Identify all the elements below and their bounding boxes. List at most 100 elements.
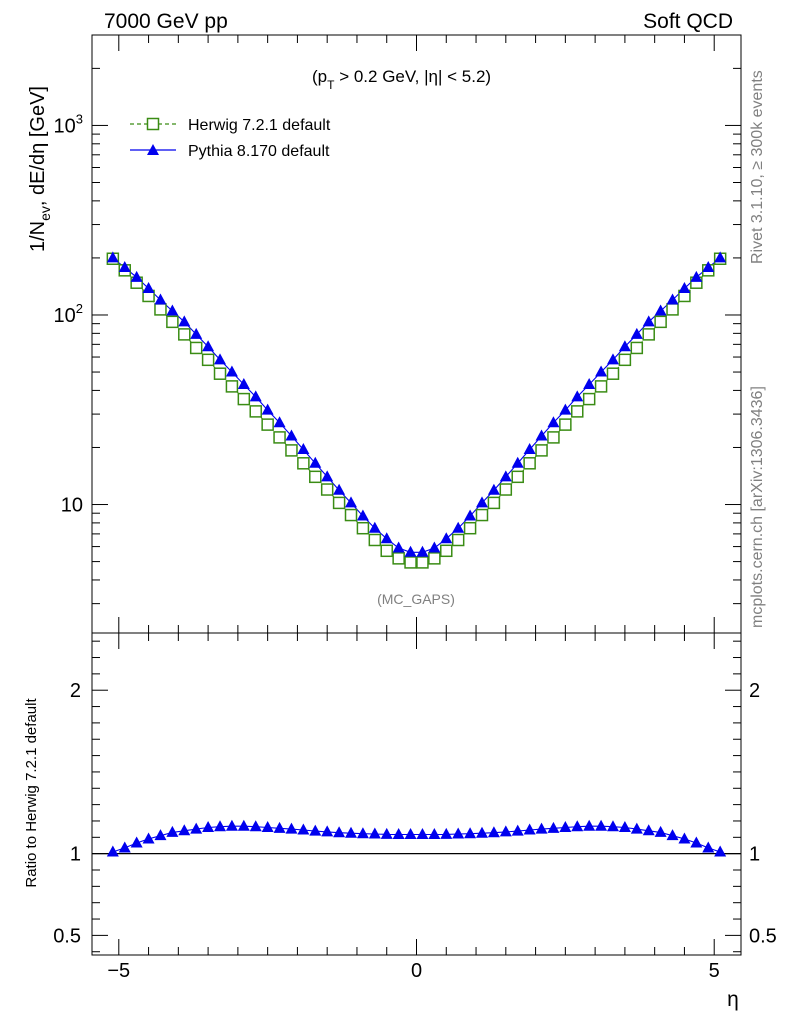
pythia-point — [166, 304, 179, 316]
cut-label: (pT > 0.2 GeV, |η| < 5.2) — [312, 67, 491, 92]
tick-labels-layer: −5 0 5 10 102 103 0.5 0.5 1 1 2 2 — [53, 111, 777, 982]
herwig-point — [451, 533, 465, 547]
herwig-line — [112, 258, 721, 563]
ratio-pythia-point — [261, 821, 274, 833]
y-tick-label: 103 — [54, 111, 83, 137]
ratio-pythia-point — [202, 821, 215, 833]
ratio-pythia-line — [112, 825, 721, 853]
ratio-pythia-point — [690, 836, 703, 848]
pythia-point — [416, 545, 429, 557]
ratio-pythia-point — [475, 826, 488, 838]
pythia-point — [368, 521, 381, 533]
pythia-point — [249, 390, 262, 402]
herwig-point — [344, 508, 358, 522]
pythia-point — [190, 327, 203, 339]
pythia-point — [642, 315, 655, 327]
ratio-y-tick-label: 0.5 — [53, 925, 81, 947]
herwig-point — [332, 496, 346, 510]
ratio-pythia-point — [559, 821, 572, 833]
pythia-point — [297, 443, 310, 455]
pythia-point — [309, 456, 322, 468]
pythia-point — [666, 293, 679, 305]
ratio-pythia-point — [309, 824, 322, 836]
pythia-point — [428, 541, 441, 553]
herwig-point — [630, 341, 644, 355]
ratio-pythia-point — [428, 828, 441, 840]
ratio-pythia-point — [440, 827, 453, 839]
pythia-point — [178, 315, 191, 327]
herwig-point — [189, 341, 203, 355]
pythia-point — [559, 403, 572, 415]
ratio-axis-ticks — [92, 633, 741, 955]
herwig-point — [273, 431, 286, 444]
ratio-pythia-point — [225, 819, 238, 831]
ratio-series-layer — [106, 819, 727, 857]
pythia-point — [606, 353, 619, 365]
ratio-pythia-point — [571, 820, 584, 832]
herwig-point — [225, 380, 239, 393]
herwig-point — [285, 444, 298, 457]
ratio-pythia-point — [214, 820, 227, 832]
herwig-point — [475, 508, 489, 522]
pythia-point — [214, 353, 227, 365]
pythia-point — [273, 416, 286, 428]
ratio-pythia-point — [535, 822, 548, 834]
herwig-point — [261, 418, 274, 431]
pythia-point — [523, 443, 536, 455]
ratio-y-axis-label: Ratio to Herwig 7.2.1 default — [23, 698, 40, 888]
analysis-watermark: (MC_GAPS) — [377, 591, 455, 607]
pythia-point — [583, 377, 596, 389]
ratio-pythia-point — [487, 826, 500, 838]
pythia-point — [154, 293, 167, 305]
ratio-pythia-point — [273, 821, 286, 833]
herwig-point — [547, 431, 560, 444]
pythia-point — [285, 429, 298, 441]
ratio-pythia-point — [678, 832, 691, 844]
herwig-point — [654, 315, 667, 329]
pythia-point — [690, 270, 703, 282]
pythia-point — [130, 270, 143, 282]
ratio-pythia-point — [583, 819, 596, 831]
herwig-point — [297, 457, 310, 470]
main-y-axis-label: 1/Nev, dE/dη [GeV] — [27, 86, 53, 252]
pythia-point — [499, 470, 512, 482]
ratio-pythia-point — [237, 819, 250, 831]
pythia-point — [630, 327, 643, 339]
legend-herwig-marker — [146, 117, 160, 131]
main-axis-ticks — [92, 34, 741, 633]
herwig-point — [166, 315, 179, 329]
pythia-point — [440, 532, 453, 544]
herwig-point — [237, 392, 251, 406]
herwig-point — [404, 556, 417, 569]
pythia-line — [112, 257, 721, 553]
ratio-pythia-point — [452, 827, 465, 839]
ratio-pythia-point — [595, 819, 608, 831]
mcplots-label: mcplots.cern.ch [arXiv:1306.3436] — [749, 386, 766, 628]
herwig-point — [559, 418, 572, 431]
beam-label: 7000 GeV pp — [104, 10, 228, 33]
pythia-point — [202, 340, 215, 352]
ratio-pythia-point — [142, 832, 155, 844]
ratio-pythia-point — [547, 821, 560, 833]
pythia-point — [404, 545, 417, 557]
herwig-point — [249, 405, 262, 418]
ratio-pythia-point — [130, 836, 143, 848]
ratio-pythia-point — [106, 845, 119, 857]
pythia-point — [380, 532, 393, 544]
herwig-point — [320, 483, 334, 496]
legend: Herwig 7.2.1 default Pythia 8.170 defaul… — [130, 117, 331, 160]
ratio-pythia-point — [321, 825, 334, 837]
ratio-pythia-point — [333, 826, 346, 838]
ratio-y-tick-label: 1 — [70, 844, 81, 866]
ratio-pythia-point — [190, 822, 203, 834]
pythia-point — [225, 365, 238, 377]
herwig-point — [535, 444, 548, 457]
herwig-point — [178, 328, 191, 341]
ratio-pythia-point — [523, 823, 536, 835]
y-tick-label: 102 — [54, 301, 83, 327]
ratio-pythia-point — [154, 829, 167, 841]
category-label: Soft QCD — [643, 10, 733, 33]
herwig-point — [594, 380, 608, 393]
y-tick-label: 10 — [61, 495, 83, 517]
